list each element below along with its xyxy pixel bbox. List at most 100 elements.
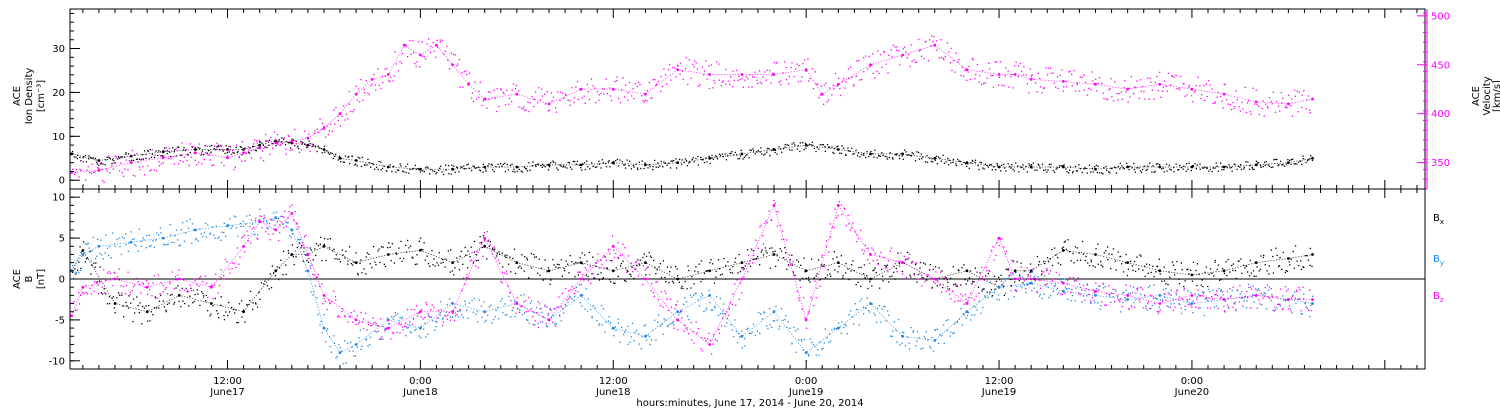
data-point	[566, 299, 568, 301]
data-point	[987, 166, 989, 168]
data-point	[669, 298, 672, 300]
data-point	[130, 154, 132, 156]
data-point	[78, 272, 80, 274]
data-point	[375, 89, 377, 91]
data-point	[420, 309, 422, 311]
data-point	[1050, 163, 1052, 166]
data-point	[1135, 299, 1137, 301]
data-point	[150, 169, 152, 171]
data-point	[1044, 169, 1047, 171]
data-point	[293, 219, 295, 221]
data-point	[1094, 266, 1096, 268]
data-point	[691, 158, 693, 160]
data-point	[512, 170, 514, 173]
data-point	[458, 310, 460, 312]
data-point	[989, 291, 991, 293]
data-point	[537, 272, 539, 274]
data-point	[447, 314, 449, 316]
data-point	[166, 293, 169, 295]
data-point	[651, 282, 653, 285]
data-point	[784, 143, 786, 146]
data-point	[619, 265, 622, 267]
data-point	[178, 163, 180, 165]
data-point	[581, 305, 583, 307]
data-point	[329, 238, 331, 240]
data-point	[472, 261, 474, 263]
data-point	[705, 60, 707, 62]
data-point	[530, 267, 533, 269]
data-point	[80, 251, 82, 254]
data-point	[930, 347, 932, 349]
data-point	[1158, 294, 1162, 297]
data-point	[1103, 167, 1105, 169]
data-point	[514, 316, 516, 318]
data-point	[407, 56, 409, 58]
data-point	[1183, 289, 1185, 291]
data-point	[564, 303, 566, 305]
data-point	[936, 328, 938, 330]
data-point	[521, 254, 523, 256]
data-point	[1110, 78, 1112, 80]
data-point	[1026, 267, 1028, 269]
data-point	[1156, 75, 1158, 77]
data-point	[109, 172, 111, 174]
data-point	[214, 149, 217, 151]
data-point	[304, 130, 306, 132]
data-point	[685, 300, 688, 303]
data-point	[1300, 313, 1302, 315]
data-point	[1222, 92, 1226, 96]
data-point	[523, 294, 525, 296]
data-point	[1061, 80, 1065, 83]
data-point	[527, 310, 529, 313]
data-point	[643, 101, 645, 103]
data-point	[1079, 293, 1081, 295]
data-point	[785, 66, 787, 69]
data-point	[759, 226, 761, 228]
data-point	[965, 302, 969, 305]
data-point	[138, 158, 141, 160]
data-point	[962, 295, 964, 297]
data-point	[479, 170, 482, 172]
data-point	[1173, 76, 1175, 78]
data-point	[1127, 292, 1129, 294]
data-point	[1290, 163, 1292, 166]
data-point	[836, 146, 838, 148]
data-point	[78, 291, 80, 294]
data-point	[1169, 168, 1171, 170]
data-point	[1122, 167, 1124, 169]
data-point	[1100, 305, 1102, 307]
data-point	[652, 79, 654, 81]
data-point	[759, 332, 761, 334]
data-point	[460, 166, 462, 168]
data-point	[567, 290, 570, 292]
data-point	[697, 164, 699, 166]
data-point	[845, 154, 847, 156]
data-point	[585, 274, 587, 276]
data-point	[881, 152, 883, 154]
data-point	[1222, 165, 1226, 169]
data-point	[1007, 269, 1009, 271]
data-point	[1302, 158, 1305, 160]
data-point	[325, 341, 327, 343]
data-point	[372, 322, 374, 324]
data-point	[804, 269, 808, 273]
data-point	[111, 159, 114, 161]
series-top-0-scatter	[71, 137, 1314, 176]
data-point	[894, 278, 896, 280]
data-point	[1083, 74, 1085, 76]
data-point	[698, 305, 701, 307]
data-point	[86, 243, 88, 245]
data-point	[550, 317, 552, 319]
data-point	[922, 277, 925, 279]
data-point	[819, 285, 821, 287]
data-point	[77, 154, 79, 156]
data-point	[1245, 111, 1248, 114]
data-point	[794, 277, 796, 279]
data-point	[159, 293, 161, 295]
data-point	[555, 266, 557, 268]
data-point	[308, 278, 310, 280]
data-point	[1191, 95, 1193, 97]
data-point	[1278, 265, 1281, 267]
data-point	[631, 266, 633, 268]
data-point	[534, 324, 536, 326]
